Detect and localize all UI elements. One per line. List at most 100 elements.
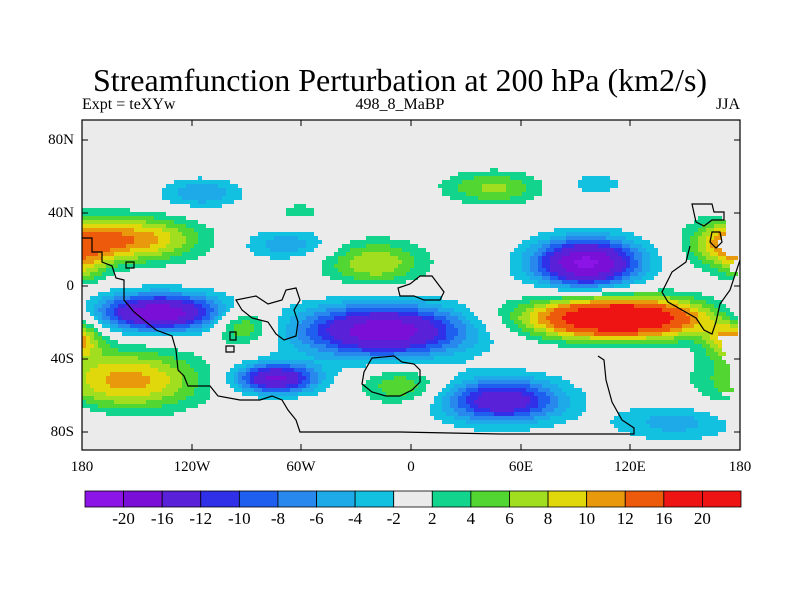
field-cell [186, 360, 206, 364]
field-cell [546, 328, 554, 332]
field-cell [686, 224, 702, 228]
field-cell [510, 272, 526, 276]
field-cell [278, 332, 286, 336]
field-cell [690, 240, 698, 244]
field-cell [242, 388, 254, 392]
field-cell [730, 324, 738, 328]
field-cell [370, 352, 394, 356]
field-cell [474, 344, 490, 348]
field-cell [270, 256, 290, 260]
field-cell [694, 356, 710, 360]
field-cell [714, 224, 726, 228]
field-cell [418, 384, 426, 388]
field-cell [182, 244, 194, 248]
field-cell [546, 404, 558, 408]
field-cell [194, 388, 210, 392]
field-cell [562, 388, 582, 392]
field-cell [458, 404, 470, 408]
x-tick-label: 60W [286, 459, 316, 475]
field-cell [550, 280, 562, 284]
field-cell [194, 244, 214, 248]
field-cell [690, 244, 698, 248]
field-cell [682, 248, 690, 252]
field-cell [242, 376, 250, 380]
field-cell [322, 272, 342, 276]
field-cell [202, 316, 210, 320]
field-cell [702, 336, 710, 340]
field-cell [426, 344, 442, 348]
field-cell [294, 344, 310, 348]
field-cell [406, 348, 430, 352]
field-cell [302, 320, 314, 324]
field-cell [606, 276, 614, 280]
field-cell [670, 296, 694, 300]
field-cell [450, 320, 462, 324]
field-cell [462, 312, 474, 316]
field-cell [638, 264, 642, 268]
field-cell [174, 180, 230, 184]
field-cell [390, 252, 410, 256]
field-cell [386, 392, 406, 396]
field-cell [466, 324, 474, 328]
field-cell [438, 328, 446, 332]
field-cell [326, 372, 338, 376]
field-cell [82, 320, 86, 324]
field-cell [94, 388, 162, 392]
field-cell [414, 388, 426, 392]
field-cell [686, 256, 698, 260]
field-cell [250, 368, 258, 372]
field-cell [430, 348, 446, 352]
colorbar-label: -6 [309, 509, 324, 528]
field-cell [138, 356, 174, 360]
field-cell [510, 312, 522, 316]
field-cell [534, 284, 550, 288]
field-cell [86, 336, 90, 340]
field-cell [698, 312, 706, 316]
field-cell [170, 376, 182, 380]
field-cell [82, 324, 86, 328]
field-cell [366, 380, 382, 384]
field-cell [598, 328, 638, 332]
field-cell [202, 320, 210, 324]
field-cell [314, 360, 466, 364]
field-cell [546, 248, 554, 252]
field-cell [678, 300, 690, 304]
field-cell [310, 336, 322, 340]
field-cell [126, 300, 138, 304]
field-cell [314, 320, 326, 324]
field-cell [398, 312, 418, 316]
field-cell [538, 320, 550, 324]
field-cell [510, 264, 522, 268]
field-cell [566, 268, 610, 272]
field-cell [530, 264, 538, 268]
field-cell [630, 276, 642, 280]
field-cell [550, 240, 566, 244]
field-cell [82, 340, 86, 344]
field-cell [578, 180, 618, 184]
field-cell [702, 344, 710, 348]
field-cell [182, 376, 198, 380]
field-cell [306, 244, 318, 248]
field-cell [126, 320, 134, 324]
field-cell [98, 316, 102, 320]
field-cell [82, 404, 98, 408]
field-cell [194, 320, 202, 324]
field-cell [186, 312, 198, 316]
field-cell [718, 308, 730, 312]
field-cell [462, 320, 470, 324]
field-cell [214, 300, 222, 304]
field-cell [662, 292, 702, 296]
field-cell [206, 296, 218, 300]
field-cell [134, 308, 182, 312]
field-cell [682, 240, 690, 244]
field-cell [546, 304, 558, 308]
field-cell [526, 404, 538, 408]
field-cell [174, 220, 198, 224]
field-cell [410, 344, 426, 348]
field-cell [202, 328, 210, 332]
field-cell [478, 340, 494, 344]
field-cell [406, 272, 426, 276]
colorbar-label: 4 [466, 509, 476, 528]
field-cell [534, 328, 546, 332]
field-cell [326, 344, 338, 348]
